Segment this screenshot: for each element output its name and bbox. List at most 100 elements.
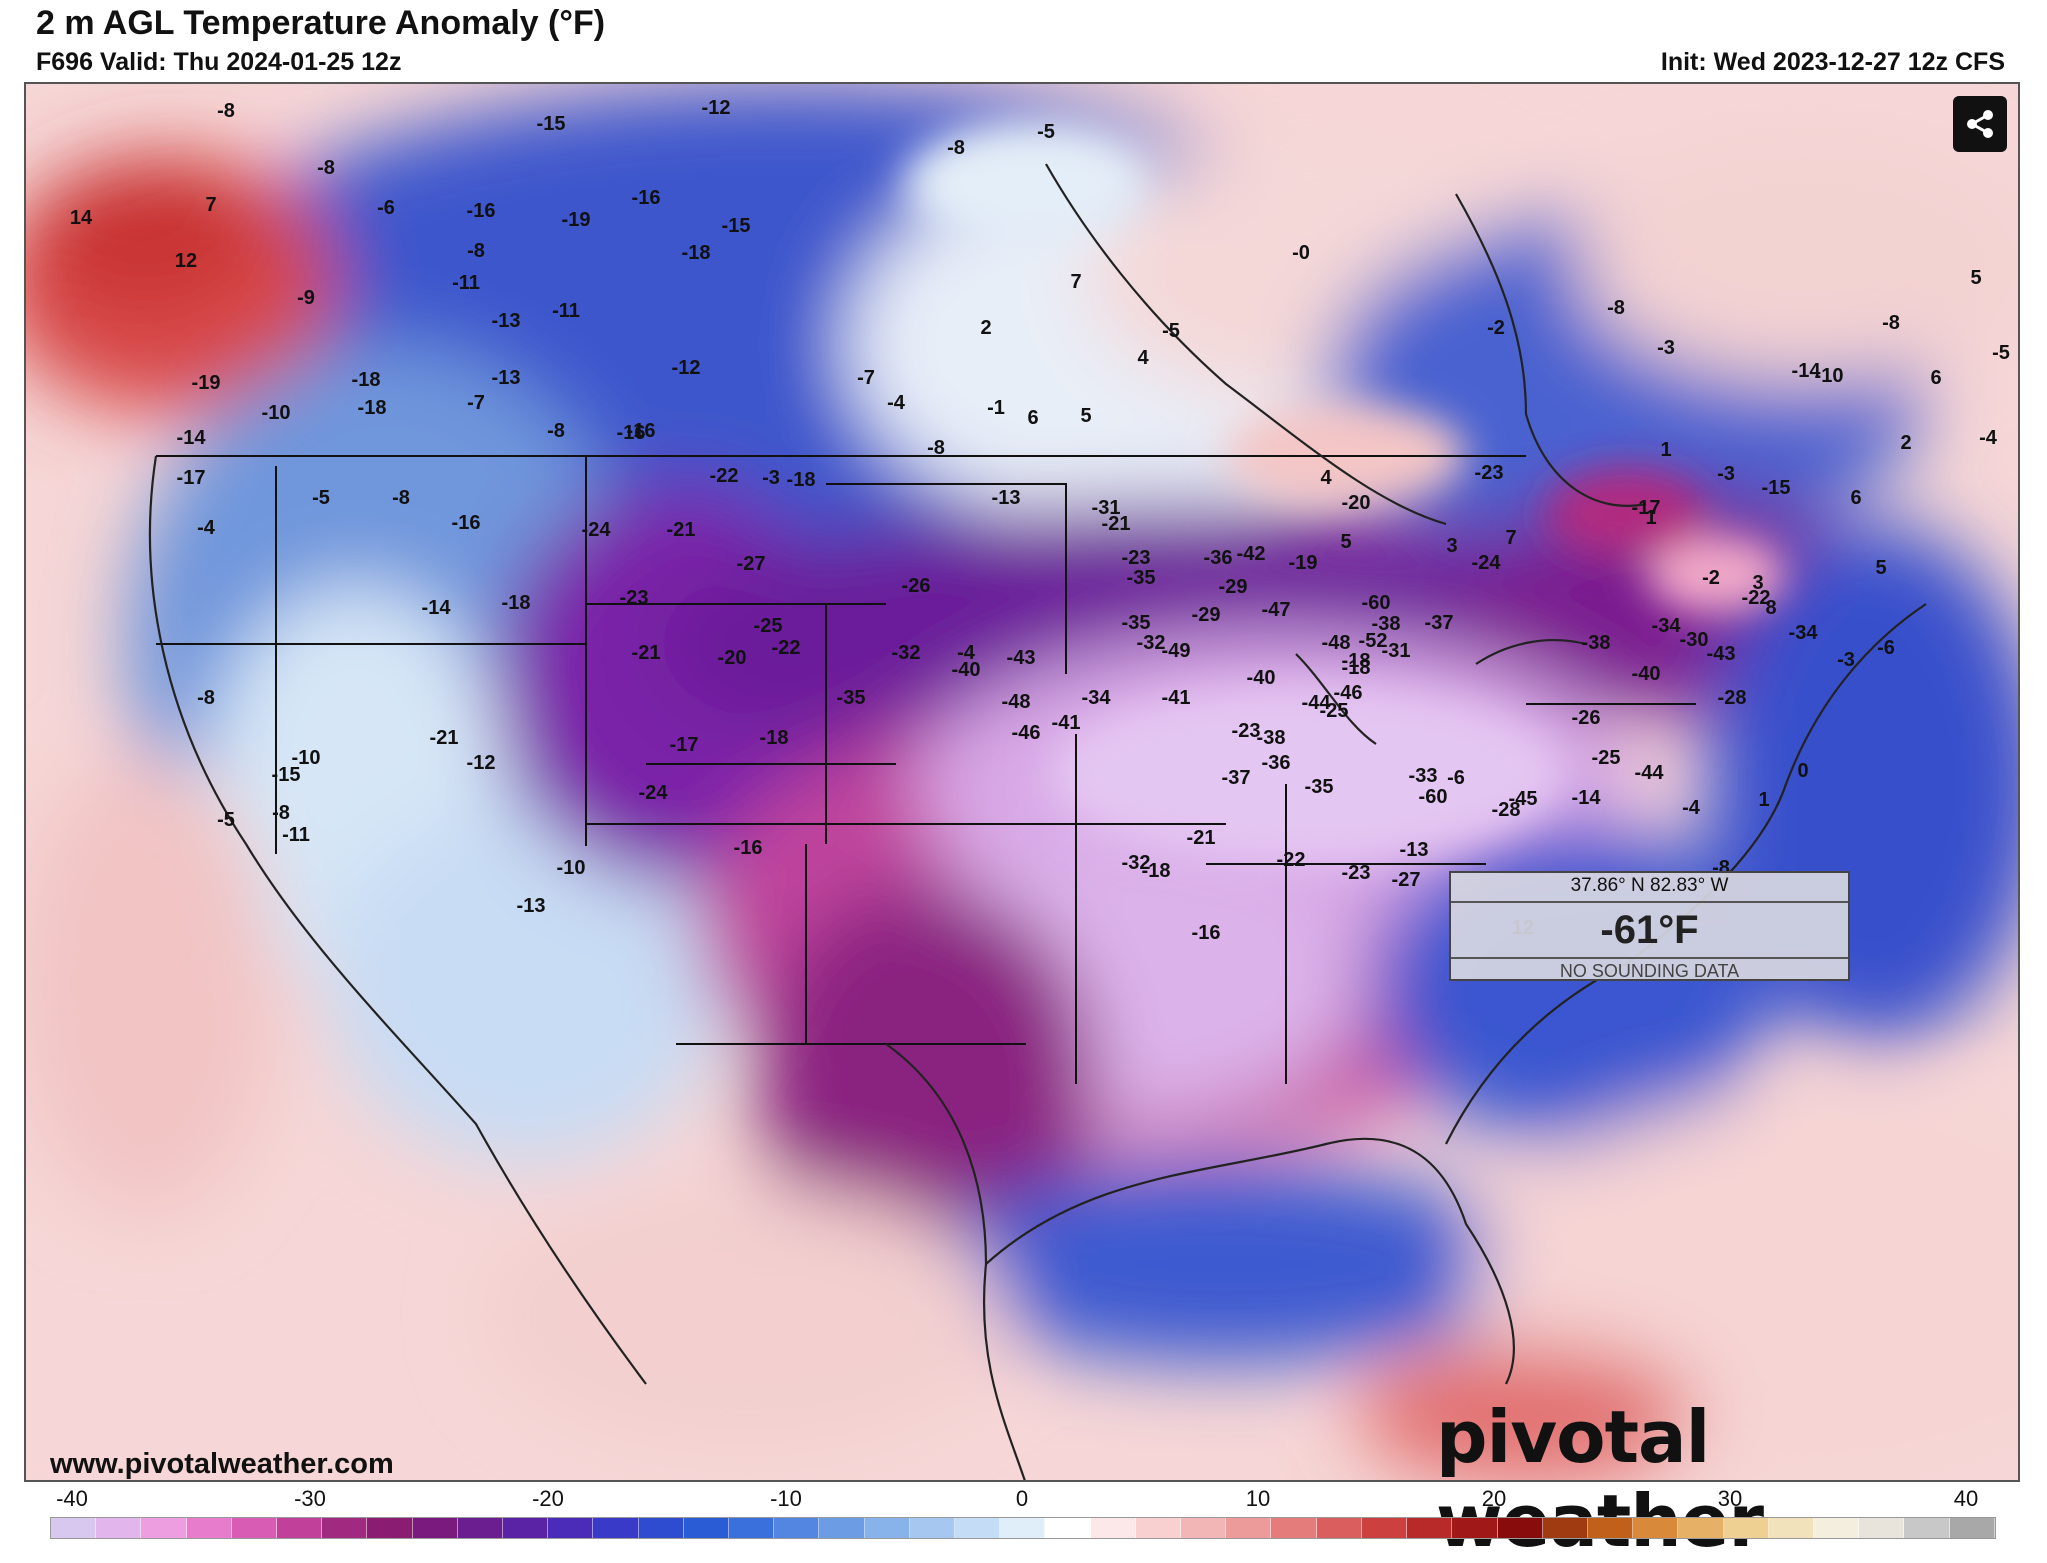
anomaly-value-label: -16 [627, 420, 656, 442]
anomaly-value-label: -38 [1257, 727, 1286, 749]
anomaly-value-label: -9 [297, 287, 315, 309]
anomaly-value-label: -18 [787, 469, 816, 491]
anomaly-value-label: -31 [1092, 497, 1121, 519]
anomaly-value-label: -7 [857, 367, 875, 389]
anomaly-value-label: -22 [772, 637, 801, 659]
anomaly-value-label: -44 [1635, 762, 1665, 784]
anomaly-value-label: -15 [537, 113, 566, 135]
anomaly-value-label: -25 [754, 615, 783, 637]
colorbar-swatch [186, 1518, 232, 1538]
colorbar-swatch [51, 1518, 97, 1538]
colorbar-swatch [457, 1518, 504, 1538]
anomaly-value-label: -20 [1342, 492, 1371, 514]
anomaly-value-label: -35 [1305, 776, 1334, 798]
anomaly-value-label: -23 [1122, 547, 1151, 569]
anomaly-value-label: -23 [620, 587, 649, 609]
anomaly-value-label: 6 [1930, 367, 1941, 389]
anomaly-value-label: 5 [1340, 531, 1351, 553]
readout-temperature: -61°F [1451, 903, 1848, 959]
colorbar-swatch [955, 1518, 1001, 1538]
colorbar [50, 1517, 1996, 1539]
anomaly-value-label: -11 [282, 824, 310, 846]
anomaly-value-label: -5 [1037, 121, 1055, 143]
state-borders [156, 455, 1696, 1084]
anomaly-value-label: -48 [1322, 632, 1351, 654]
colorbar-swatch [367, 1518, 413, 1538]
anomaly-value-label: -2 [1487, 317, 1505, 339]
anomaly-value-label: -40 [1247, 667, 1276, 689]
colorbar-swatch [1407, 1518, 1453, 1538]
site-url[interactable]: www.pivotalweather.com [50, 1448, 394, 1480]
anomaly-value-label: -10 [292, 747, 321, 769]
anomaly-value-label: -46 [1334, 682, 1363, 704]
anomaly-value-label: -4 [1979, 427, 1998, 449]
anomaly-value-label: -60 [1362, 592, 1391, 614]
anomaly-value-label: -14 [1572, 787, 1602, 809]
anomaly-value-label: -52 [1359, 630, 1388, 652]
anomaly-value-label: -22 [1277, 849, 1306, 871]
colorbar-tick: -40 [56, 1486, 88, 1511]
colorbar-swatch [1587, 1518, 1634, 1538]
anomaly-value-label: -34 [1652, 615, 1682, 637]
anomaly-value-label: -18 [352, 369, 381, 391]
anomaly-value-label: -25 [1320, 700, 1349, 722]
anomaly-value-label: -0 [1292, 242, 1310, 264]
colorbar-swatch [1316, 1518, 1362, 1538]
colorbar-tick: -10 [770, 1486, 802, 1511]
anomaly-value-label: -38 [1372, 613, 1401, 635]
anomaly-value-label: -21 [667, 519, 696, 541]
anomaly-value-label: 3 [1446, 535, 1457, 557]
anomaly-value-label: 1 [1660, 439, 1671, 461]
colorbar-tick: 40 [1953, 1486, 1979, 1511]
anomaly-value-label: -18 [760, 727, 789, 749]
anomaly-value-label: -14 [1792, 360, 1822, 382]
anomaly-value-label: -18 [502, 592, 531, 614]
anomaly-value-label: -19 [562, 209, 591, 231]
anomaly-value-label: 12 [175, 250, 197, 272]
colorbar-swatch [1813, 1518, 1860, 1538]
anomaly-value-label: -3 [762, 467, 780, 489]
map-panel[interactable]: -8 -12 14 -15 -16 -5 -8 -8 7 -6 -16 -19 -15 12 -8 -18 -1… [24, 82, 2020, 1482]
anomaly-value-label: -6 [1877, 637, 1895, 659]
anomaly-value-label: -8 [272, 802, 290, 824]
share-icon [1967, 110, 1993, 138]
anomaly-value-label: 2 [1900, 432, 1911, 454]
anomaly-value-label: 7 [205, 194, 216, 216]
anomaly-value-label: -32 [892, 642, 921, 664]
anomaly-value-label: 6 [1027, 407, 1038, 429]
anomaly-value-label: -21 [1102, 513, 1131, 535]
anomaly-value-label: -31 [1382, 640, 1411, 662]
colorbar-swatch [909, 1518, 956, 1538]
anomaly-value-label: -8 [217, 100, 235, 122]
anomaly-value-label: -8 [547, 420, 565, 442]
anomaly-value-label: -18 [1142, 860, 1171, 882]
anomaly-value-label: -16 [452, 512, 481, 534]
anomaly-value-label: -8 [197, 687, 215, 709]
colorbar-swatch [1633, 1518, 1679, 1538]
anomaly-value-label: -35 [1127, 567, 1156, 589]
colorbar-swatch [1271, 1518, 1317, 1538]
anomaly-value-label: -28 [1718, 687, 1747, 709]
anomaly-value-label: -40 [952, 659, 981, 681]
anomaly-value-label: -18 [1342, 650, 1371, 672]
anomaly-value-label: 14 [70, 207, 93, 229]
anomaly-value-label: -10 [557, 857, 586, 879]
colorbar-swatch [864, 1518, 910, 1538]
colorbar-swatch [1542, 1518, 1588, 1538]
anomaly-value-label: -6 [377, 197, 395, 219]
anomaly-value-label: -3 [1657, 337, 1675, 359]
colorbar-swatch [1904, 1518, 1950, 1538]
anomaly-value-label: -20 [718, 647, 747, 669]
anomaly-value-label: -18 [1342, 657, 1371, 679]
anomaly-value-label: -3 [1717, 463, 1735, 485]
colorbar-tick: 20 [1481, 1486, 1507, 1511]
share-button[interactable] [1953, 96, 2007, 152]
colorbar-swatch [729, 1518, 775, 1538]
anomaly-value-label: -16 [467, 200, 496, 222]
colorbar-swatch [1135, 1518, 1182, 1538]
colorbar-swatch [1678, 1518, 1724, 1538]
anomaly-value-label: -5 [312, 487, 330, 509]
anomaly-value-label: -21 [430, 727, 459, 749]
